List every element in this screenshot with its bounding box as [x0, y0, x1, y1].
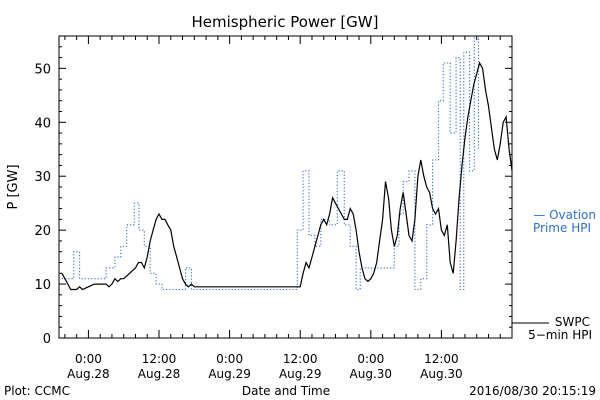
y-tick-label: 50 — [34, 62, 51, 77]
x-tick-date-label: Aug.28 — [67, 367, 110, 381]
series-layer — [61, 35, 513, 291]
x-tick-time-label: 12:00 — [283, 352, 318, 366]
y-tick-label: 20 — [34, 224, 51, 239]
y-tick-label: 10 — [34, 278, 51, 293]
x-tick-time-label: 0:00 — [216, 352, 243, 366]
series-line-swpc — [61, 61, 513, 291]
legend-ovation-line1: — Ovation — [533, 208, 596, 222]
x-tick-time-label: 12:00 — [142, 352, 177, 366]
x-tick-date-label: Aug.30 — [420, 367, 463, 381]
legend-swpc-line1: SWPC — [555, 315, 590, 329]
chart-title: Hemispheric Power [GW] — [192, 13, 379, 31]
y-tick-label: 0 — [43, 332, 51, 347]
y-axis-label: P [GW] — [6, 164, 21, 209]
legend-ovation-line2: Prime HPI — [533, 221, 591, 235]
x-tick-date-label: Aug.29 — [208, 367, 251, 381]
x-tick-date-label: Aug.30 — [350, 367, 393, 381]
footer-plot-credit: Plot: CCMC — [4, 384, 70, 398]
x-axis-label: Date and Time — [242, 384, 330, 398]
x-tick-time-label: 0:00 — [75, 352, 102, 366]
x-tick-date-label: Aug.29 — [279, 367, 322, 381]
y-tick-label: 40 — [34, 116, 51, 131]
footer-timestamp: 2016/08/30 20:15:19 — [469, 384, 596, 398]
x-axis: 0:00Aug.2812:00Aug.280:00Aug.2912:00Aug.… — [64, 36, 513, 381]
plot-area-frame — [58, 35, 513, 339]
y-axis: 0 10 20 30 40 50 — [34, 35, 512, 347]
x-tick-date-label: Aug.28 — [138, 367, 181, 381]
x-tick-time-label: 0:00 — [357, 352, 384, 366]
y-tick-label: 30 — [34, 170, 51, 185]
legend-swpc-line2: 5−min HPI — [528, 328, 592, 342]
x-tick-time-label: 12:00 — [424, 352, 459, 366]
series-line-ovation — [61, 35, 480, 291]
